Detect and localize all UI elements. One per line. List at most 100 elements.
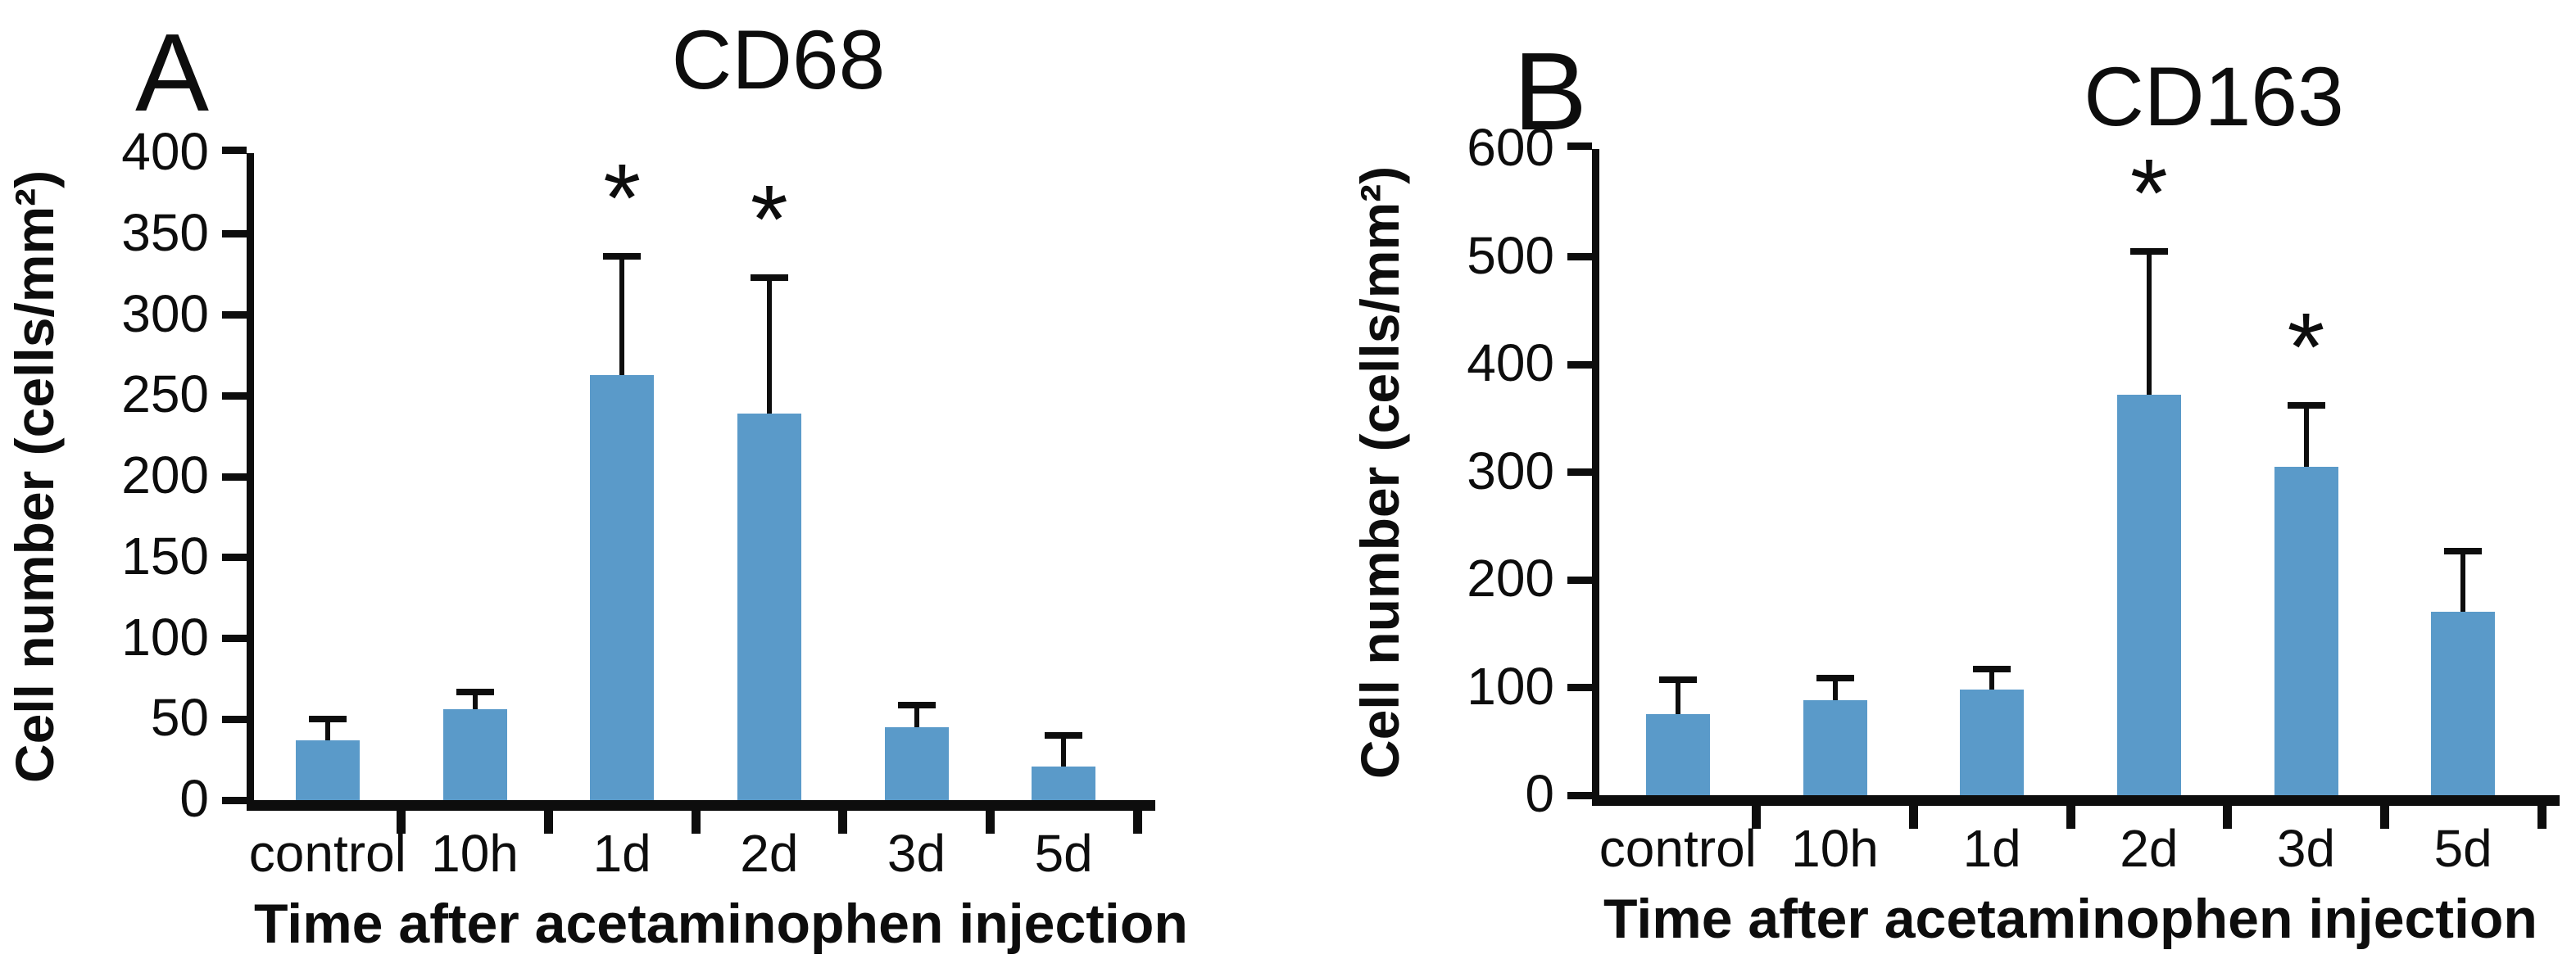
x-axis-tick: [543, 811, 553, 834]
error-bar-cap: [456, 688, 494, 695]
bar-10h: [442, 709, 507, 800]
error-bar-cap: [2129, 247, 2168, 255]
x-axis-tick: [2379, 806, 2389, 829]
error-bar-cap: [2444, 547, 2483, 554]
bar-2d: [2116, 394, 2181, 795]
y-tick-label: 300: [121, 283, 209, 343]
x-axis-tick: [1908, 806, 1918, 829]
chart-title-cd163: CD163: [2084, 50, 2344, 143]
error-bar-line: [324, 716, 330, 740]
y-axis-tick: [222, 715, 247, 723]
x-axis-title: Time after acetaminophen injection: [1603, 888, 2537, 950]
y-axis-tick: [1567, 576, 1592, 584]
error-bar-cap: [2287, 402, 2325, 409]
significance-asterisk: *: [750, 165, 788, 274]
y-tick-label: 250: [121, 364, 209, 424]
y-tick-label: 350: [121, 202, 209, 262]
y-axis-tick: [1567, 468, 1592, 476]
bar-control: [1645, 714, 1710, 795]
error-bar-line: [2460, 547, 2466, 613]
x-axis-tick: [2537, 806, 2547, 829]
y-axis-tick: [1567, 253, 1592, 260]
category-label: 5d: [2433, 819, 2492, 878]
x-axis-tick: [397, 811, 406, 834]
error-bar-cap: [603, 253, 642, 260]
plot-area-cd68: CD68 Cell number (cells/mm²) Time after …: [4, 18, 1188, 955]
x-axis-line: [247, 800, 1155, 811]
y-axis-tick: [222, 473, 247, 481]
category-label: 1d: [592, 824, 651, 883]
category-label: 2d: [740, 824, 799, 883]
category-label: 10h: [1791, 819, 1879, 878]
error-bar-cap: [1045, 732, 1083, 740]
y-tick-label: 0: [179, 769, 209, 828]
error-bar-cap: [750, 274, 788, 282]
error-bar-line: [1061, 732, 1067, 767]
y-tick-label: 50: [150, 688, 209, 748]
x-axis-tick: [1752, 806, 1762, 829]
panel-letter-b: B: [1513, 29, 1588, 153]
panel-cd163: B CD163 Cell number (cells/mm²) Time aft…: [1288, 0, 2576, 968]
x-axis-tick: [838, 811, 848, 834]
error-bar-line: [1989, 666, 1995, 690]
bar-5d: [2431, 612, 2496, 795]
y-axis-tick: [222, 635, 247, 642]
y-axis-tick: [222, 311, 247, 319]
chart-title-cd68: CD68: [671, 13, 886, 106]
y-axis-tick: [222, 391, 247, 400]
error-bar-line: [1675, 676, 1680, 715]
error-bar-line: [914, 701, 919, 728]
error-bar-line: [766, 274, 772, 414]
bar-10h: [1803, 700, 1867, 795]
error-bar-cap: [308, 716, 347, 723]
x-axis-tick: [2223, 806, 2233, 829]
category-label: 3d: [887, 824, 946, 883]
y-axis-tick: [222, 554, 247, 562]
y-axis-tick: [1567, 791, 1592, 799]
significance-asterisk: *: [2129, 138, 2168, 247]
y-axis-tick: [222, 796, 247, 804]
error-bar-cap: [897, 701, 936, 708]
y-tick-label: 100: [1467, 656, 1554, 716]
bar-3d: [884, 727, 949, 800]
y-tick-label: 500: [1467, 225, 1554, 285]
category-label: 10h: [431, 824, 519, 883]
y-tick-label: 600: [1467, 118, 1554, 177]
category-label: 5d: [1034, 824, 1093, 883]
y-axis-tick: [1567, 142, 1592, 150]
y-axis-tick: [222, 147, 247, 154]
y-tick-label: 0: [1525, 764, 1554, 823]
error-bar-cap: [1658, 676, 1697, 684]
y-axis-tick: [1567, 360, 1592, 369]
x-axis-title: Time after acetaminophen injection: [254, 893, 1188, 955]
plot-area-cd163: CD163 Cell number (cells/mm²) Time after…: [1349, 55, 2560, 950]
bar-2d: [737, 413, 801, 800]
bar-1d: [1960, 690, 2025, 795]
y-axis-tick: [1567, 684, 1592, 691]
y-tick-label: 400: [1467, 333, 1554, 392]
x-axis-tick: [2066, 806, 2075, 829]
y-axis-tick: [222, 230, 247, 238]
significance-asterisk: *: [603, 144, 642, 253]
y-tick-label: 100: [121, 607, 209, 667]
x-axis-tick: [1132, 811, 1142, 834]
y-tick-label: 300: [1467, 441, 1554, 500]
category-label: control: [248, 824, 406, 883]
y-axis-line: [1592, 149, 1599, 806]
bar-3d: [2274, 466, 2338, 795]
y-tick-label: 200: [1467, 549, 1554, 608]
panel-cd68: A CD68 Cell number (cells/mm²) Time afte…: [4, 11, 1188, 955]
error-bar-line: [2303, 402, 2309, 467]
bar-control: [295, 740, 360, 800]
error-bar-line: [2146, 248, 2152, 395]
error-bar-line: [472, 688, 478, 710]
error-bar-cap: [1973, 666, 2011, 673]
bar-1d: [590, 374, 655, 800]
significance-asterisk: *: [2287, 293, 2325, 402]
x-axis-tick: [691, 811, 701, 834]
panel-letter-a: A: [135, 11, 210, 134]
category-label: control: [1599, 819, 1757, 878]
error-bar-line: [619, 253, 625, 375]
category-label: 2d: [2120, 819, 2179, 878]
